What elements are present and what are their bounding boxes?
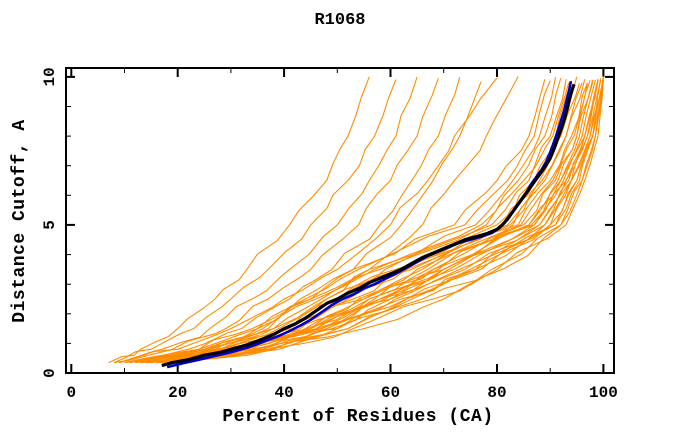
ensemble-curve [135, 79, 599, 364]
ensemble-curve [156, 82, 588, 364]
ensemble-curve [145, 76, 604, 364]
ensemble-curve [124, 77, 461, 364]
consensus-curve [161, 83, 576, 368]
ensemble-curve [119, 77, 498, 364]
plot-border [65, 67, 615, 374]
y-tick-label: 5 [41, 220, 59, 230]
ensemble-curve [150, 82, 583, 364]
ensemble-curve [161, 76, 604, 364]
ensemble-curve [135, 78, 599, 364]
ensemble-curve [113, 78, 439, 364]
ensemble-curve [161, 79, 596, 364]
ensemble-curve [140, 82, 570, 364]
x-tick-label: 100 [589, 384, 618, 402]
chart-title: R1068 [314, 11, 366, 30]
ensemble-curve [113, 79, 397, 364]
ensemble-curve [145, 79, 567, 364]
ensemble-curve [124, 79, 546, 364]
ensemble-curve [129, 81, 482, 364]
x-tick-label: 40 [274, 384, 293, 402]
x-tick-label: 60 [381, 384, 400, 402]
ensemble-curve [108, 76, 370, 364]
ensemble-curve [161, 82, 594, 364]
y-tick-label: 0 [41, 368, 59, 378]
x-axis-label: Percent of Residues (CA) [222, 407, 494, 427]
x-tick-label: 80 [487, 384, 506, 402]
ensemble-curve [129, 80, 551, 364]
ensemble-curve [135, 76, 604, 364]
ensemble-curve [150, 80, 572, 364]
ensemble-curve [161, 80, 591, 364]
ensemble-curve [140, 77, 562, 364]
ensemble-curve [119, 76, 418, 364]
ensemble-curve [156, 80, 604, 364]
x-tick-label: 0 [66, 384, 76, 402]
x-tick-label: 20 [168, 384, 187, 402]
y-tick-label: 10 [41, 67, 59, 86]
